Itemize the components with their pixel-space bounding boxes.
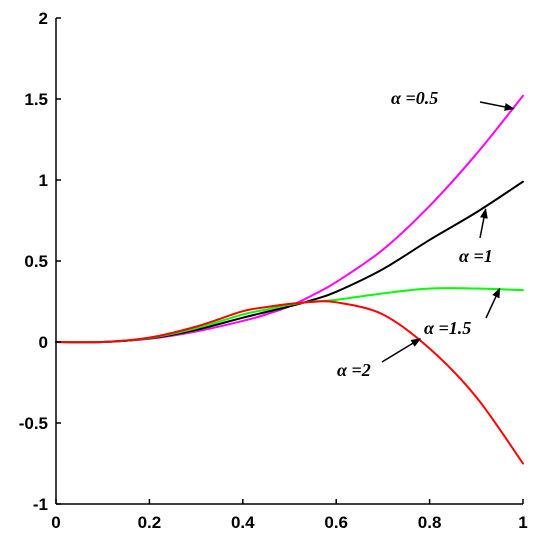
x-tick-label: 0.8 [418,513,442,532]
y-tick-label: 2 [39,9,48,28]
x-tick-label: 0.6 [324,513,348,532]
x-tick-label: 0.4 [231,513,255,532]
annotation-label: α =2 [337,360,371,380]
plot-background [56,18,523,504]
y-tick-label: 0 [39,333,48,352]
series-line-4 [55,300,524,465]
annotation-label: α =0.5 [391,88,438,108]
annotation-label: α =1.5 [424,318,471,338]
y-tick-label: -0.5 [19,414,48,433]
annotation-layer: α =0.5 α =1 α =1.5 α =2 [337,88,515,380]
y-tick-label: 1.5 [24,90,48,109]
x-tick-label: 1 [518,513,527,532]
annotation-arrow [381,338,422,363]
annotation-arrow [485,287,501,319]
x-tick-label: 0 [51,513,60,532]
y-tick-label: 0.5 [24,252,48,271]
annotation-arrow [479,208,488,239]
y-tick-label: -1 [33,495,48,514]
x-tick-label: 0.2 [138,513,162,532]
ticks-layer: 0 0.2 0.4 0.6 0.8 1 -1 -0.5 0 0.5 1 1.5 2 [19,9,528,532]
series-layer [55,94,524,465]
y-tick-label: 1 [39,171,48,190]
annotation-arrow [479,101,515,111]
annotation-label: α =1 [459,246,493,266]
